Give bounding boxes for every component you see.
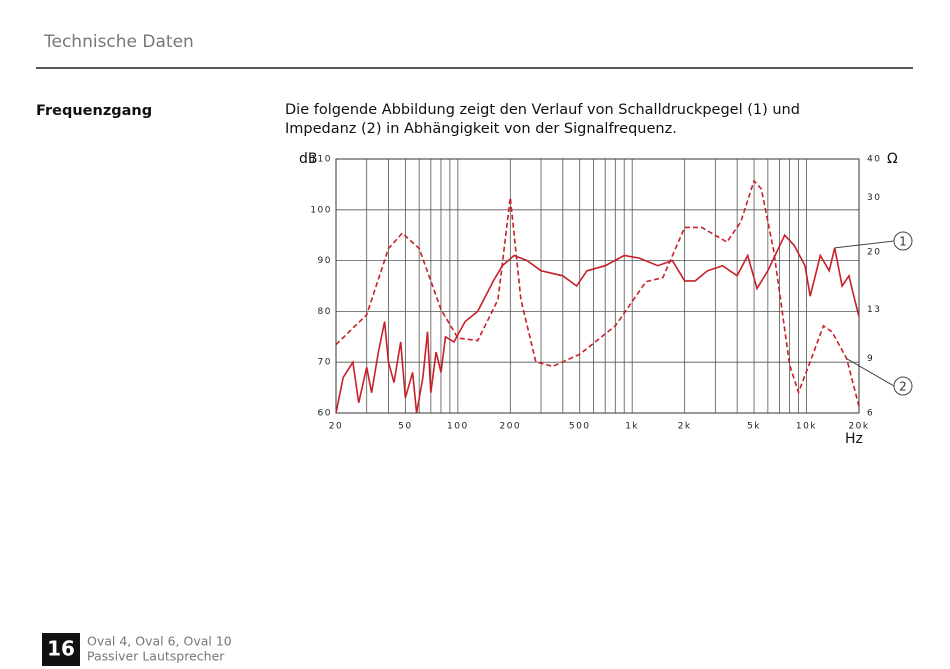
x-tick-label: 100: [447, 422, 469, 432]
page-number-box: [42, 633, 80, 666]
x-tick-label: 20: [329, 422, 343, 432]
y2-tick-label: 6: [867, 409, 874, 419]
x-tick-label: 5k: [747, 422, 761, 432]
footer-models: Oval 4, Oval 6, Oval 10: [87, 634, 232, 649]
y2-tick-label: 30: [867, 193, 881, 203]
callout-label: 2: [899, 380, 907, 394]
x-tick-label: 500: [569, 422, 591, 432]
y-tick-label: 90: [318, 256, 332, 266]
series-line: [335, 179, 860, 407]
y-tick-label: 100: [310, 205, 332, 215]
x-tick-label: 200: [499, 422, 521, 432]
page-title: Technische Daten: [43, 32, 194, 52]
footer-product: Passiver Lautsprecher: [87, 649, 225, 664]
callout-label: 1: [899, 235, 907, 249]
y-tick-label: 80: [318, 307, 332, 317]
callout-line: [834, 240, 895, 249]
x-axis-label: Hz: [845, 431, 863, 447]
x-tick-label: 10k: [796, 422, 817, 432]
callout-circle: [893, 376, 913, 396]
y-tick-label: 60: [318, 409, 332, 419]
x-tick-label: 20k: [848, 422, 869, 432]
y-axis-label: dB: [299, 151, 318, 167]
series-line: [335, 233, 860, 414]
y2-tick-label: 9: [867, 354, 874, 364]
callout-line: [846, 358, 895, 387]
x-tick-label: 50: [398, 422, 412, 432]
y-tick-label: 70: [318, 358, 332, 368]
y2-tick-label: 40: [867, 155, 881, 165]
x-tick-label: 2k: [678, 422, 692, 432]
x-tick-label: 1k: [625, 422, 639, 432]
plot-frame: [335, 158, 860, 414]
callout-circle: [893, 231, 913, 251]
y-tick-label: 110: [310, 155, 332, 165]
y2-tick-label: 20: [867, 247, 881, 257]
page-number: 16: [47, 637, 75, 661]
y2-axis-label: Ω: [887, 151, 898, 167]
section-text: Die folgende Abbildung zeigt den Verlauf…: [285, 102, 800, 137]
section-heading: Frequenzgang: [36, 103, 152, 119]
y2-tick-label: 13: [867, 305, 881, 315]
